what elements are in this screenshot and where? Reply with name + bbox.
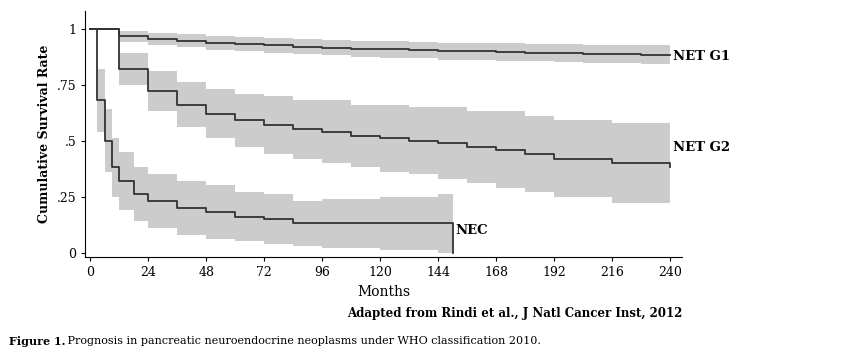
Text: NEC: NEC: [455, 224, 487, 237]
Text: Adapted from Rindi et al., J Natl Cancer Inst, 2012: Adapted from Rindi et al., J Natl Cancer…: [347, 307, 682, 320]
Y-axis label: Cumulative Survival Rate: Cumulative Survival Rate: [38, 45, 51, 223]
Text: NET G1: NET G1: [672, 50, 729, 63]
X-axis label: Months: Months: [357, 285, 410, 298]
Text: Figure 1.: Figure 1.: [9, 336, 65, 347]
Text: NET G2: NET G2: [672, 141, 729, 154]
Text: Prognosis in pancreatic neuroendocrine neoplasms under WHO classification 2010.: Prognosis in pancreatic neuroendocrine n…: [64, 336, 540, 346]
